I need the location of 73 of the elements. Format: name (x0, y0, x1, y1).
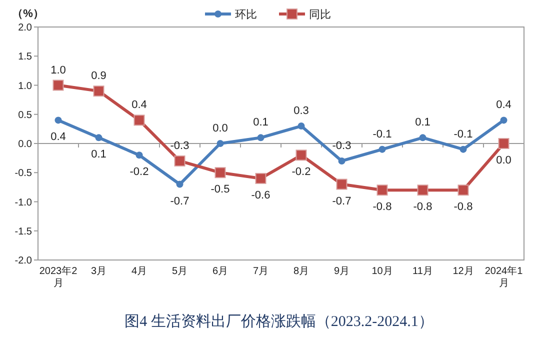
point (216, 140, 224, 147)
point (298, 122, 305, 130)
y-tick-label: 0.5 (18, 110, 32, 121)
x-tick-label: 11月 (412, 266, 434, 278)
legend-label: 环比 (235, 8, 257, 21)
data-label: -0.2 (292, 166, 311, 178)
legend-label: 同比 (309, 8, 331, 21)
point (458, 184, 469, 196)
data-label: -0.8 (413, 201, 432, 214)
x-tick-label: 12月 (452, 266, 475, 278)
data-label: -0.2 (130, 166, 149, 178)
x-tick-label: 4月 (130, 266, 148, 278)
data-label: -0.7 (170, 195, 190, 208)
y-tick-label: 0.0 (18, 139, 32, 150)
data-label: 0.1 (91, 148, 106, 161)
point (214, 167, 226, 178)
point (338, 157, 346, 164)
x-tick-label: 8月 (292, 266, 310, 278)
data-label: -0.6 (251, 189, 270, 202)
data-label: 1.0 (50, 64, 66, 76)
data-label: 0.4 (496, 99, 512, 112)
data-label: -0.5 (210, 184, 230, 196)
point (376, 184, 388, 196)
point (257, 134, 264, 142)
data-label: 0.3 (294, 105, 309, 118)
data-label: -0.8 (454, 201, 473, 214)
data-label: 0.9 (91, 70, 106, 82)
data-label: -0.8 (372, 201, 392, 214)
y-tick-label: -1.0 (14, 197, 32, 208)
y-tick-label: 1.5 (18, 52, 32, 63)
point (419, 134, 426, 142)
point (134, 114, 145, 126)
y-tick-label: -1.5 (14, 226, 32, 238)
point (255, 172, 266, 184)
data-label: -0.1 (454, 128, 473, 140)
point (174, 155, 186, 166)
x-tick-label: 7月 (252, 266, 270, 278)
point (52, 80, 64, 91)
data-label: 0.4 (132, 99, 147, 112)
point (176, 180, 184, 188)
x-tick-label: 2024年1月 (484, 266, 524, 290)
point (54, 116, 62, 124)
point (136, 152, 143, 159)
x-tick-label: 2023年2月 (38, 266, 78, 290)
y-tick-label: -2.0 (14, 256, 32, 266)
point (417, 184, 428, 196)
y-tick-label: 2.0 (18, 22, 32, 34)
point (296, 150, 307, 161)
x-tick-label: 5月 (170, 266, 189, 278)
data-label: 0.1 (415, 116, 430, 129)
point (93, 86, 104, 97)
point (498, 138, 510, 149)
data-label: -0.3 (332, 140, 352, 152)
data-label: -0.3 (170, 140, 190, 152)
data-label: -0.1 (372, 128, 392, 140)
data-label: 0.0 (212, 122, 228, 134)
point (460, 146, 467, 153)
y-tick-label: 1.0 (18, 80, 32, 92)
x-tick-label: 6月 (211, 266, 230, 278)
point (336, 178, 348, 190)
data-label: 0.0 (496, 154, 512, 166)
point (500, 116, 508, 124)
text: 图4 生活资料出厂价格涨跌幅（2023.2-2024.1） (124, 313, 434, 330)
data-label: 0.4 (50, 131, 66, 144)
x-tick-label: 9月 (332, 266, 351, 278)
data-label: -0.7 (332, 195, 352, 208)
x-tick-label: 10月 (370, 266, 394, 278)
point (95, 134, 102, 142)
y-axis-title: （%） (12, 8, 44, 20)
point (378, 146, 386, 153)
y-tick-label: -0.5 (14, 168, 32, 180)
data-label: 0.1 (253, 116, 268, 129)
x-tick-label: 3月 (90, 266, 108, 278)
